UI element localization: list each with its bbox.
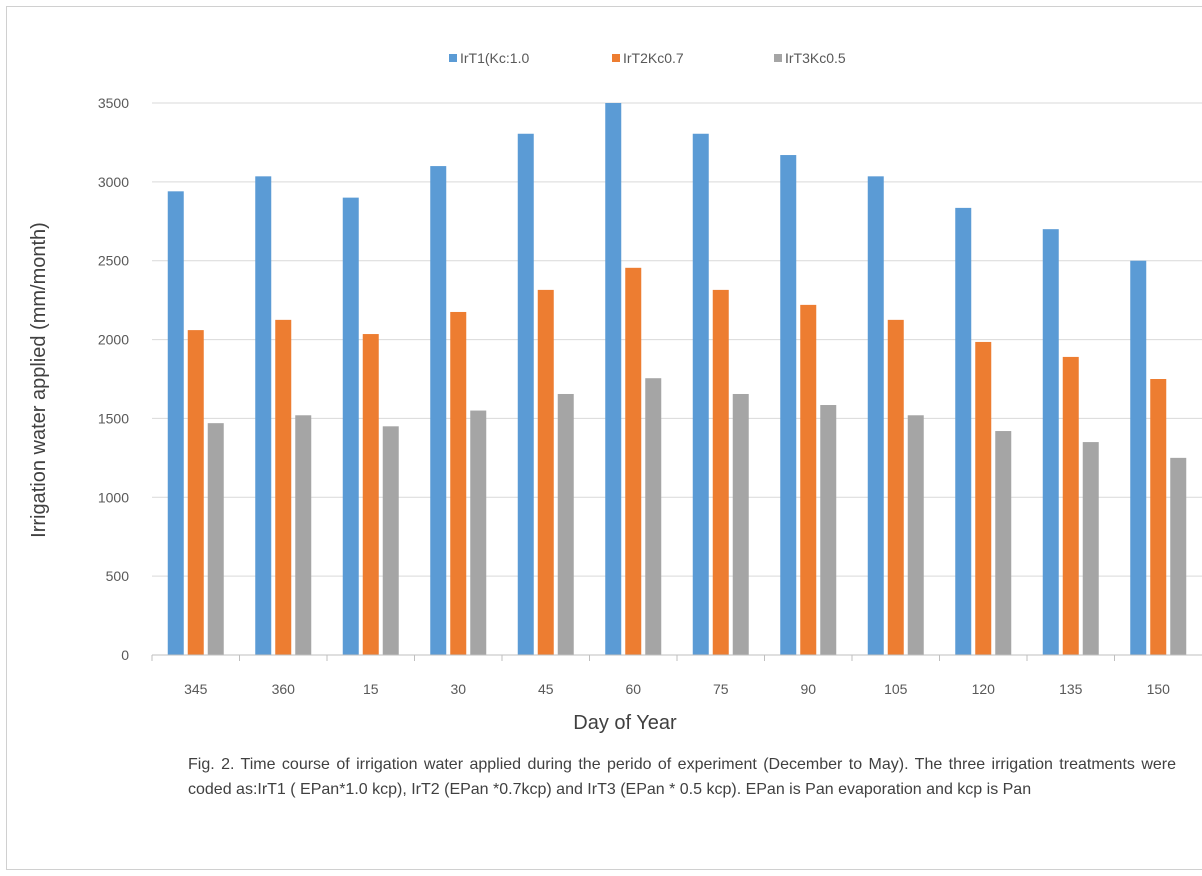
y-axis-label: Irrigation water applied (mm/month) (28, 222, 50, 538)
x-tick-label: 150 (1147, 681, 1171, 697)
bar (887, 319, 904, 655)
x-axis: 345 360 15 30 45 60 75 90 105 120 135 150 (151, 654, 1202, 697)
bar (692, 133, 709, 656)
x-tick-label: 105 (884, 681, 908, 697)
legend-label: IrT3Kc0.5 (785, 50, 846, 66)
x-tick-label: 60 (625, 681, 641, 697)
bar (955, 207, 972, 655)
legend-swatch (449, 54, 457, 62)
bar (867, 176, 884, 655)
x-tick-label: 15 (363, 681, 379, 697)
y-tick-labels: 0 500 1000 1500 2000 2500 3000 3500 (98, 95, 129, 663)
bar (975, 341, 992, 655)
bar (732, 393, 749, 655)
y-tick-label: 1000 (98, 489, 129, 505)
bar-chart: 0 500 1000 1500 2000 2500 3000 3500 345 360 15 30 4… (28, 50, 1202, 734)
x-tick-label: 345 (184, 681, 208, 697)
x-axis-label: Day of Year (573, 712, 677, 734)
x-tick-label: 120 (972, 681, 996, 697)
legend-swatch (612, 54, 620, 62)
bar (207, 423, 224, 655)
bar (295, 415, 312, 655)
legend: IrT1(Kc:1.0 IrT2Kc0.7 IrT3Kc0.5 (449, 50, 846, 66)
bar (382, 426, 399, 655)
bar (1150, 379, 1167, 655)
x-tick-label: 90 (800, 681, 816, 697)
y-tick-label: 2000 (98, 332, 129, 348)
bar (625, 267, 642, 655)
bar (1130, 260, 1147, 655)
bar (800, 304, 817, 655)
bar (820, 405, 837, 655)
gridlines (152, 102, 1202, 577)
bar (537, 289, 554, 655)
y-tick-label: 2500 (98, 253, 129, 269)
bar (255, 176, 272, 655)
bar (275, 319, 292, 655)
bar (1082, 442, 1099, 655)
x-tick-label: 30 (450, 681, 466, 697)
bar (167, 191, 184, 655)
y-tick-label: 0 (121, 647, 129, 663)
bar (645, 378, 662, 655)
y-tick-label: 500 (106, 568, 130, 584)
x-tick-label: 135 (1059, 681, 1083, 697)
legend-label: IrT1(Kc:1.0 (460, 50, 529, 66)
bar (342, 197, 359, 655)
y-tick-label: 3500 (98, 95, 129, 111)
y-tick-label: 1500 (98, 410, 129, 426)
bar (517, 133, 534, 656)
bar (450, 311, 467, 655)
bar (187, 330, 204, 655)
legend-swatch (774, 54, 782, 62)
bar (605, 103, 622, 655)
bar (557, 393, 574, 655)
bars (167, 103, 1187, 656)
bar (907, 415, 924, 655)
bar (1042, 229, 1059, 655)
legend-label: IrT2Kc0.7 (623, 50, 684, 66)
bar (712, 289, 729, 655)
y-tick-label: 3000 (98, 174, 129, 190)
bar (430, 166, 447, 656)
bar (1170, 457, 1187, 655)
x-tick-label: 45 (538, 681, 554, 697)
bar (362, 334, 379, 655)
bar (995, 431, 1012, 655)
figure-caption: Fig. 2. Time course of irrigation water … (188, 756, 1176, 798)
x-tick-label: 360 (272, 681, 296, 697)
bar (1062, 356, 1079, 655)
bar (780, 155, 797, 655)
bar (470, 410, 487, 655)
x-tick-label: 75 (713, 681, 729, 697)
